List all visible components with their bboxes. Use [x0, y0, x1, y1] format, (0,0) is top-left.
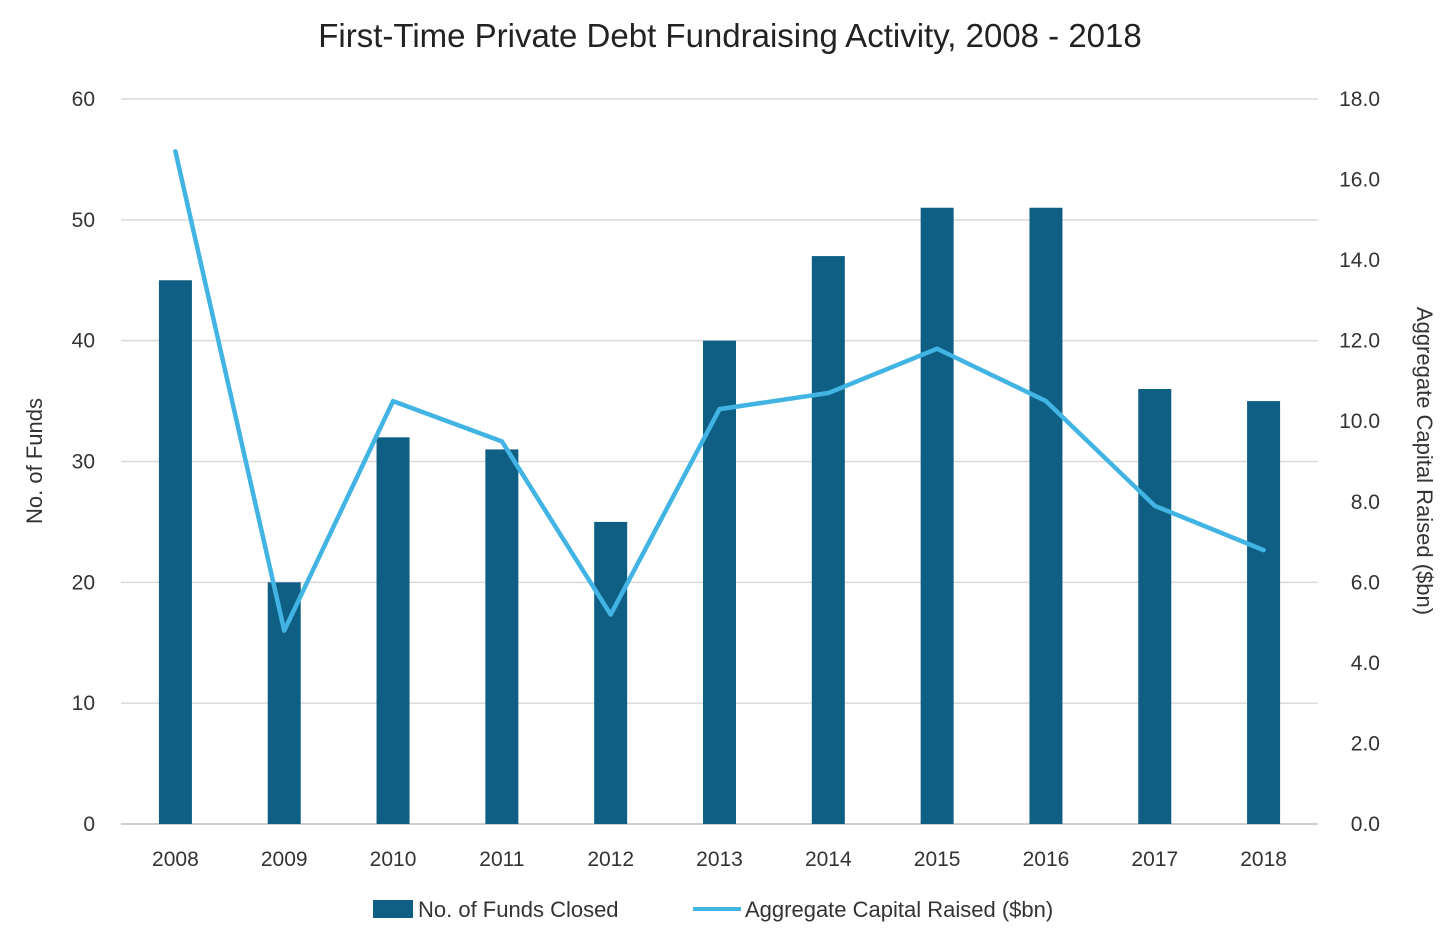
line-series [173, 149, 1266, 633]
legend-label-funds-closed: No. of Funds Closed [418, 897, 619, 922]
bar-2013 [703, 340, 736, 824]
left-tick-label: 10 [72, 692, 95, 715]
right-tick-label: 8.0 [1351, 491, 1380, 514]
right-tick-label: 6.0 [1351, 571, 1380, 594]
bar-2015 [920, 207, 954, 824]
right-tick-label: 0.0 [1351, 813, 1380, 836]
x-tick-label: 2008 [152, 848, 199, 871]
x-tick-label: 2014 [805, 848, 852, 871]
bar-2011 [485, 449, 519, 824]
right-tick-label: 12.0 [1339, 330, 1380, 353]
bar-2017 [1138, 389, 1172, 824]
right-tick-label: 14.0 [1339, 249, 1380, 272]
right-tick-label: 16.0 [1339, 169, 1380, 192]
left-tick-label: 20 [72, 571, 95, 594]
x-tick-label: 2009 [261, 848, 308, 871]
right-tick-label: 4.0 [1351, 652, 1380, 675]
bar-2016 [1029, 207, 1063, 824]
left-tick-label: 0 [83, 813, 95, 836]
right-axis-ticks: 0.0 2.0 4.0 6.0 8.0 10.0 12.0 14.0 16.0 18.0 [1339, 88, 1380, 836]
right-tick-label: 2.0 [1351, 732, 1380, 755]
bar-2010 [376, 437, 410, 824]
legend-label-capital-raised: Aggregate Capital Raised ($bn) [745, 897, 1053, 922]
bar-2008 [158, 280, 192, 824]
chart-title: First-Time Private Debt Fundraising Acti… [318, 17, 1142, 54]
x-tick-label: 2010 [370, 848, 417, 871]
bar-2009 [267, 582, 301, 824]
bar-series [158, 207, 1281, 824]
legend: No. of Funds Closed Aggregate Capital Ra… [373, 897, 1053, 922]
x-tick-label: 2015 [914, 848, 961, 871]
legend-swatch-funds-closed [373, 900, 413, 918]
bar-2014 [811, 256, 845, 824]
left-axis-title: No. of Funds [22, 398, 47, 524]
x-tick-label: 2017 [1131, 848, 1178, 871]
right-tick-label: 18.0 [1339, 88, 1380, 111]
x-tick-label: 2012 [587, 848, 634, 871]
left-tick-label: 40 [72, 330, 95, 353]
bar-2012 [594, 521, 628, 824]
right-tick-label: 10.0 [1339, 410, 1380, 433]
x-tick-label: 2016 [1023, 848, 1070, 871]
left-tick-label: 30 [72, 451, 95, 474]
bar-2018 [1247, 401, 1281, 824]
x-axis-ticks: 2008 2009 2010 2011 2012 2013 2014 2015 2016 2017… [152, 848, 1287, 871]
x-tick-label: 2011 [479, 848, 524, 871]
x-tick-label: 2013 [696, 848, 743, 871]
left-tick-label: 60 [72, 88, 95, 111]
left-tick-label: 50 [72, 209, 95, 232]
x-tick-label: 2018 [1240, 848, 1287, 871]
left-axis-ticks: 0 10 20 30 40 50 60 [72, 88, 95, 836]
right-axis-title: Aggregate Capital Raised ($bn) [1412, 307, 1437, 615]
